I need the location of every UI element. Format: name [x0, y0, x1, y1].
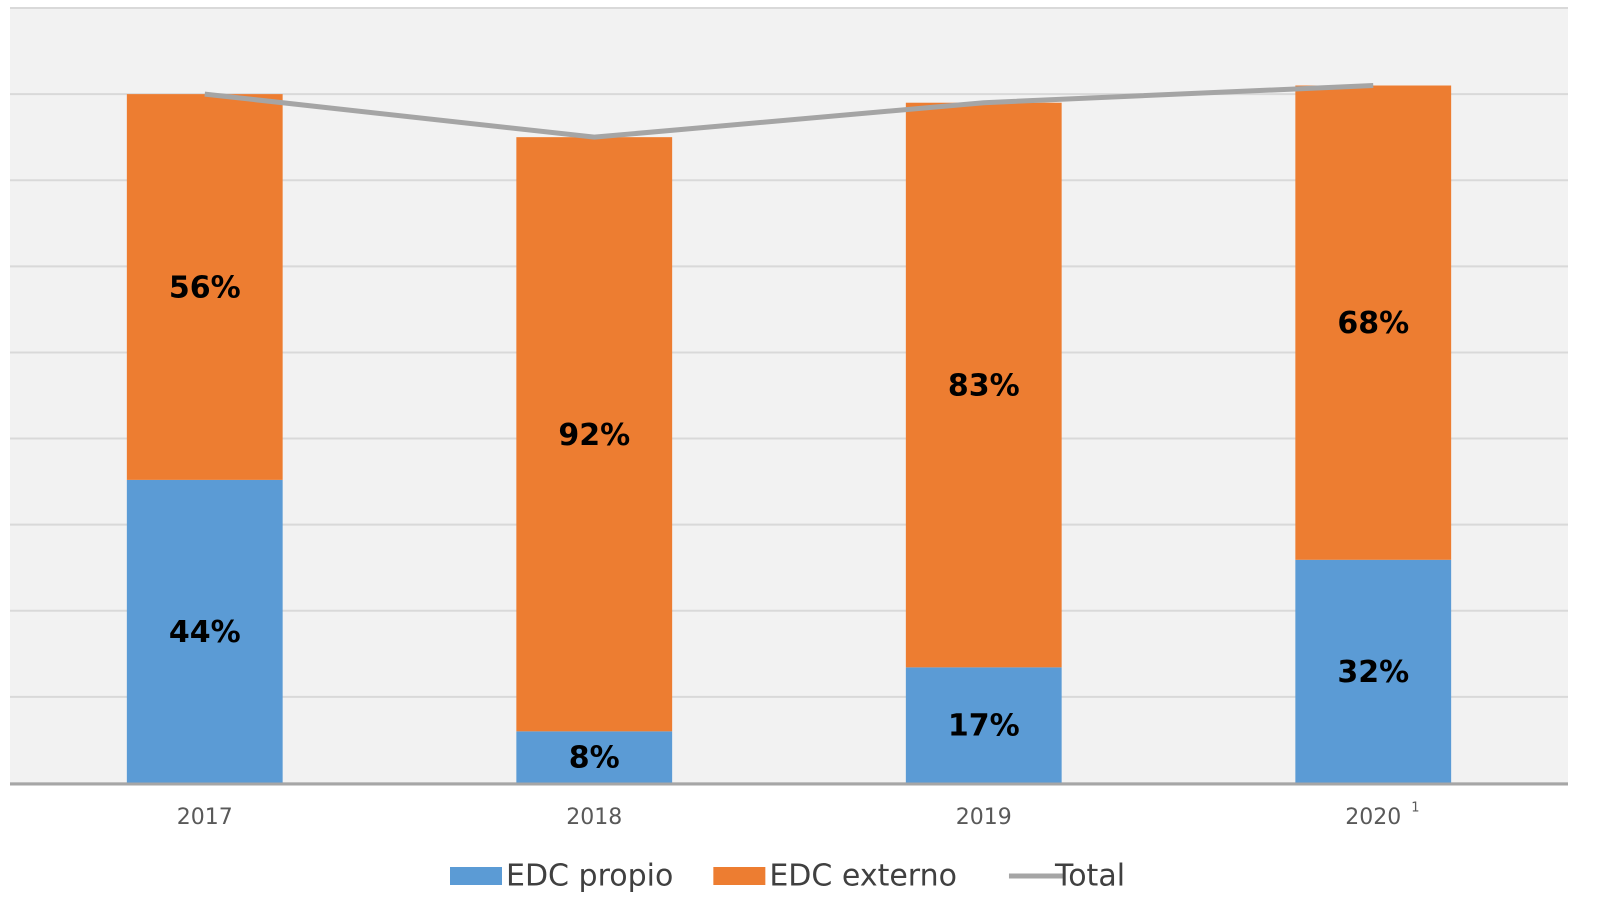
legend-label: EDC propio: [506, 859, 673, 894]
data-label: 92%: [558, 418, 630, 453]
x-tick-label: 2018: [566, 805, 622, 830]
x-tick-label: 2019: [956, 805, 1012, 830]
data-label: 68%: [1337, 306, 1409, 341]
data-label: 8%: [569, 741, 620, 776]
bar-segment: [126, 479, 283, 783]
data-label: 32%: [1337, 655, 1409, 690]
legend-swatch: [450, 867, 502, 885]
x-tick-label: 2017: [177, 805, 233, 830]
bar-segment: [516, 731, 673, 783]
legend-label: EDC externo: [769, 859, 957, 894]
legend: EDC propio EDC externo Total: [450, 859, 1125, 894]
legend-swatch: [713, 867, 766, 885]
bar-segment: [1295, 559, 1452, 783]
data-label: 17%: [948, 709, 1020, 744]
bar-segment: [126, 94, 283, 480]
x-tick-label: 2020: [1345, 805, 1401, 830]
total-line: [204, 83, 1374, 140]
data-label: 56%: [169, 271, 241, 306]
data-label: 83%: [948, 369, 1020, 404]
bar-segment: [905, 102, 1062, 668]
legend-label: Total: [1054, 859, 1125, 894]
bar-segment: [516, 137, 673, 732]
data-label: 44%: [169, 615, 241, 650]
bar-segment: [1295, 85, 1452, 560]
footnote-marker: 1: [1411, 801, 1419, 816]
bar-segment: [905, 667, 1062, 783]
